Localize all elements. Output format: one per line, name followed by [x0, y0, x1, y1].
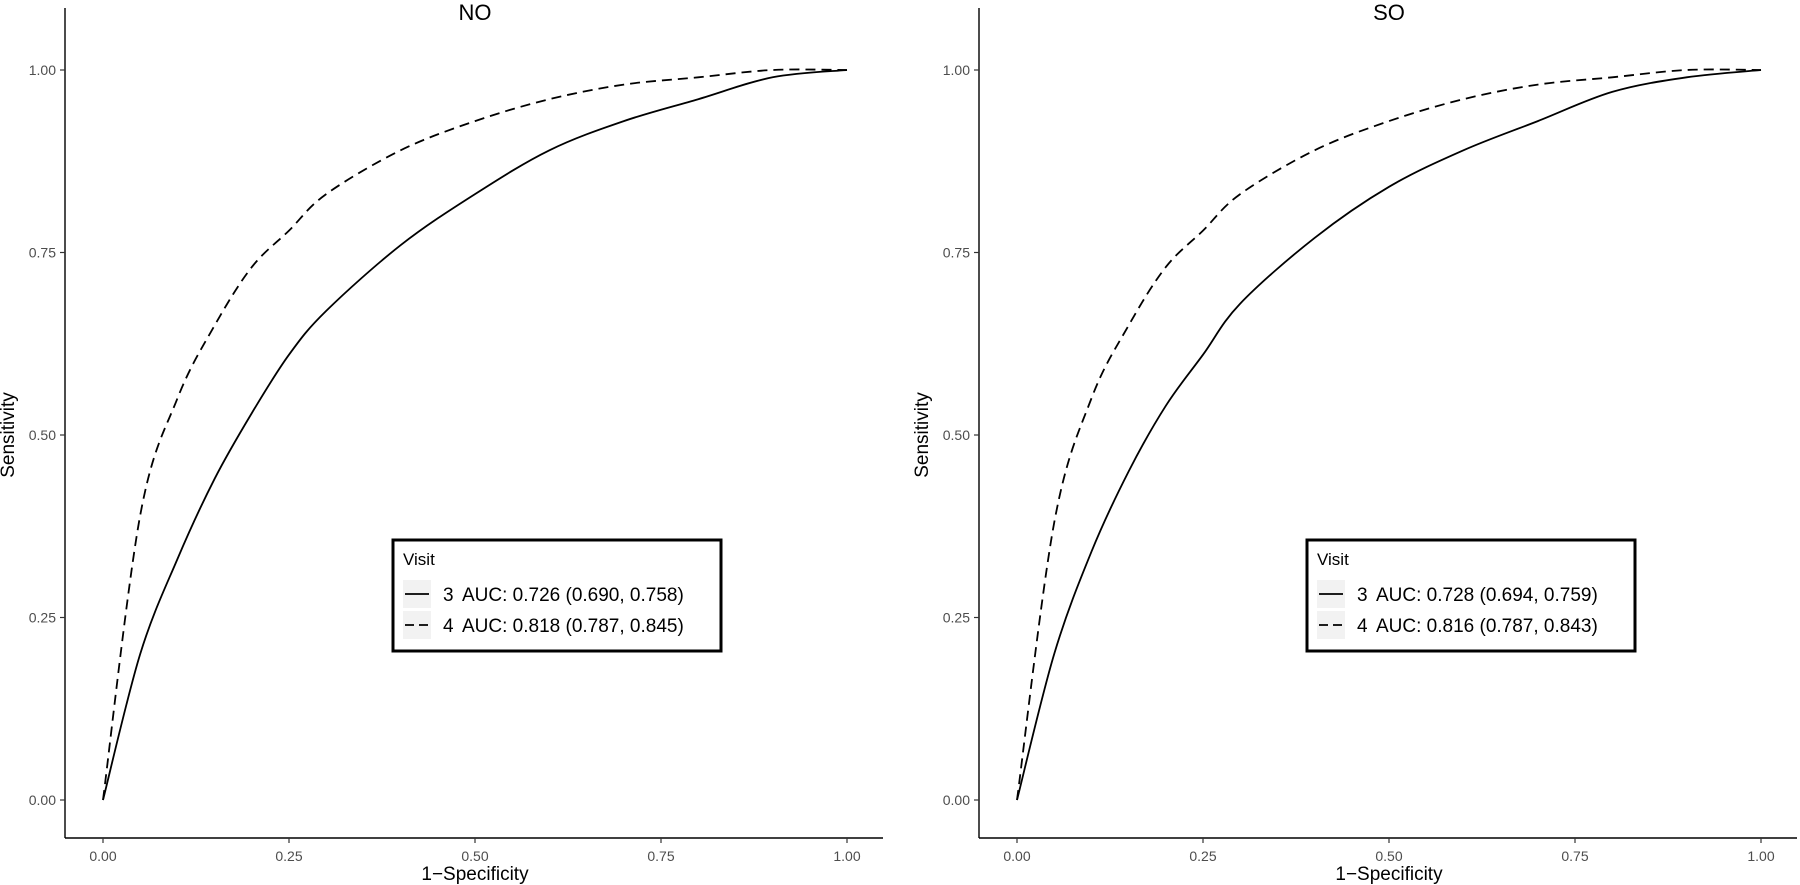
y-tick-label: 1.00: [943, 62, 970, 78]
y-tick-label: 0.00: [29, 792, 56, 808]
x-tick-label: 1.00: [1747, 848, 1774, 864]
x-tick-label: 0.25: [1189, 848, 1216, 864]
legend-entry-key: 4: [443, 616, 454, 637]
legend-entry-label: AUC: 0.726 (0.690, 0.758): [462, 585, 684, 606]
legend-entry-label: AUC: 0.816 (0.787, 0.843): [1376, 616, 1598, 637]
y-tick-label: 0.25: [29, 610, 56, 626]
legend: Visit 3 AUC: 0.728 (0.694, 0.759) 4 AUC: 0.8…: [1305, 538, 1637, 653]
panel-so: SO 0.00 0.25 0.50 0.75 1.00 0.00 0.25 0.50 0.75 1.…: [912, 0, 1797, 885]
x-tick-label: 0.50: [1375, 848, 1402, 864]
y-tick-label: 0.50: [943, 427, 970, 443]
x-axis-label: 1−Specificity: [1335, 864, 1443, 885]
legend-entry-key: 4: [1357, 616, 1368, 637]
legend-box: [1305, 538, 1637, 653]
y-axis-label: Sensitivity: [0, 392, 19, 478]
legend-title: Visit: [403, 550, 435, 569]
legend-box: [391, 538, 723, 653]
x-tick-label: 0.00: [89, 848, 116, 864]
panel-no: NO 0.00 0.25 0.50 0.75 1.00 0.00 0.25 0.50 0.75 1.…: [0, 0, 883, 885]
y-axis-label: Sensitivity: [912, 392, 933, 478]
legend: Visit 3 AUC: 0.726 (0.690, 0.758) 4 AUC: 0.8…: [391, 538, 723, 653]
y-tick-label: 1.00: [29, 62, 56, 78]
x-tick-label: 0.00: [1003, 848, 1030, 864]
x-tick-label: 0.75: [1561, 848, 1588, 864]
panel-title: SO: [1373, 0, 1405, 25]
x-tick-label: 0.75: [647, 848, 674, 864]
x-axis-label: 1−Specificity: [421, 864, 529, 885]
roc-curve-visit-3: [102, 69, 848, 801]
roc-curve-visit-4: [102, 68, 848, 801]
x-tick-label: 0.50: [461, 848, 488, 864]
y-tick-label: 0.25: [943, 610, 970, 626]
x-tick-label: 0.25: [275, 848, 302, 864]
legend-title: Visit: [1317, 550, 1349, 569]
y-tick-label: 0.75: [29, 245, 56, 261]
roc-curve-visit-4: [1016, 68, 1762, 801]
legend-entry-key: 3: [443, 585, 454, 606]
y-tick-label: 0.00: [943, 792, 970, 808]
x-tick-label: 1.00: [833, 848, 860, 864]
legend-entry-key: 3: [1357, 585, 1368, 606]
roc-curve-visit-3: [1016, 69, 1762, 801]
y-tick-label: 0.75: [943, 245, 970, 261]
y-tick-label: 0.50: [29, 427, 56, 443]
legend-entry-label: AUC: 0.728 (0.694, 0.759): [1376, 585, 1598, 606]
legend-entry-label: AUC: 0.818 (0.787, 0.845): [462, 616, 684, 637]
panel-title: NO: [459, 0, 492, 25]
